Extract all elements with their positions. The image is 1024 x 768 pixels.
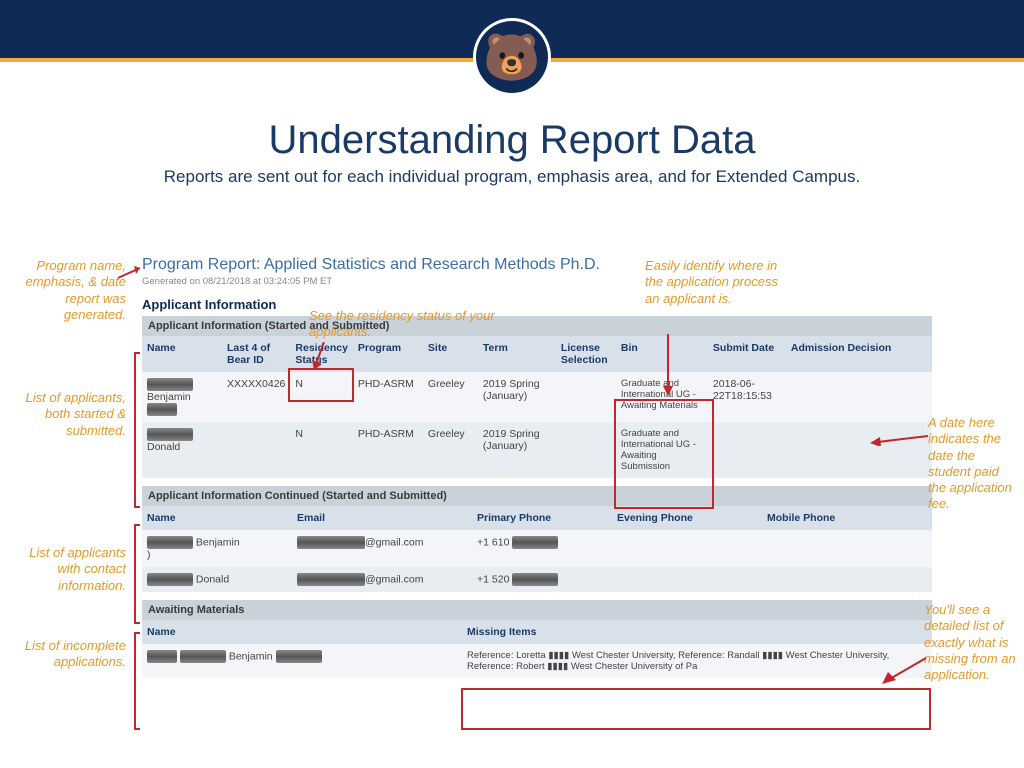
table2-header-bar: Applicant Information Continued (Started… [142,486,932,506]
bracket-contact-list [134,524,140,624]
report-generated-timestamp: Generated on 08/21/2018 at 03:24:05 PM E… [142,276,932,287]
annotation-residency: See the residency status of your applica… [309,308,509,341]
report-screenshot: Program Report: Applied Statistics and R… [142,256,932,678]
annotation-bin: Easily identify where in the application… [645,258,785,307]
table-header-row: Name Email Primary Phone Evening Phone M… [142,506,932,530]
applicant-table-1: Name Last 4 of Bear ID Residency Status … [142,336,932,478]
annotation-program-name: Program name, emphasis, & date report wa… [6,258,126,323]
table3-header-bar: Awaiting Materials [142,600,932,620]
table1-header-bar: Applicant Information (Started and Submi… [142,316,932,336]
annotation-missing-items: You'll see a detailed list of exactly wh… [924,602,1020,683]
annotation-submit-date: A date here indicates the date the stude… [928,415,1020,513]
annotation-applicant-list: List of applicants, both started & submi… [6,390,126,439]
top-banner: 🐻 [0,0,1024,62]
logo-circle: 🐻 [473,18,551,96]
table-row: Donald @gmail.com +1 520 [142,567,932,592]
table-row: Donald N PHD-ASRM Greeley 2019 Spring (J… [142,422,932,478]
page-title: Understanding Report Data [0,118,1024,163]
report-title: Program Report: Applied Statistics and R… [142,256,932,274]
awaiting-materials-table: Name Missing Items Benjamin Reference: L… [142,620,932,678]
bear-logo-icon: 🐻 [476,21,548,93]
table-row: Benjamin) @gmail.com +1 610 [142,530,932,567]
table-row: Benjamin XXXXX0426 N PHD-ASRM Greeley 20… [142,372,932,422]
bracket-incomplete-list [134,632,140,730]
table-row: Benjamin Reference: Loretta ▮▮▮▮ West Ch… [142,644,932,678]
table-header-row: Name Missing Items [142,620,932,644]
annotation-contact-list: List of applicants with contact informat… [6,545,126,594]
applicant-table-2: Name Email Primary Phone Evening Phone M… [142,506,932,592]
section-header: Applicant Information [142,297,932,312]
highlight-missing-items [461,688,931,730]
bracket-applicant-list [134,352,140,508]
page-subtitle: Reports are sent out for each individual… [0,167,1024,187]
table-header-row: Name Last 4 of Bear ID Residency Status … [142,336,932,372]
annotation-incomplete-list: List of incomplete applications. [6,638,126,671]
